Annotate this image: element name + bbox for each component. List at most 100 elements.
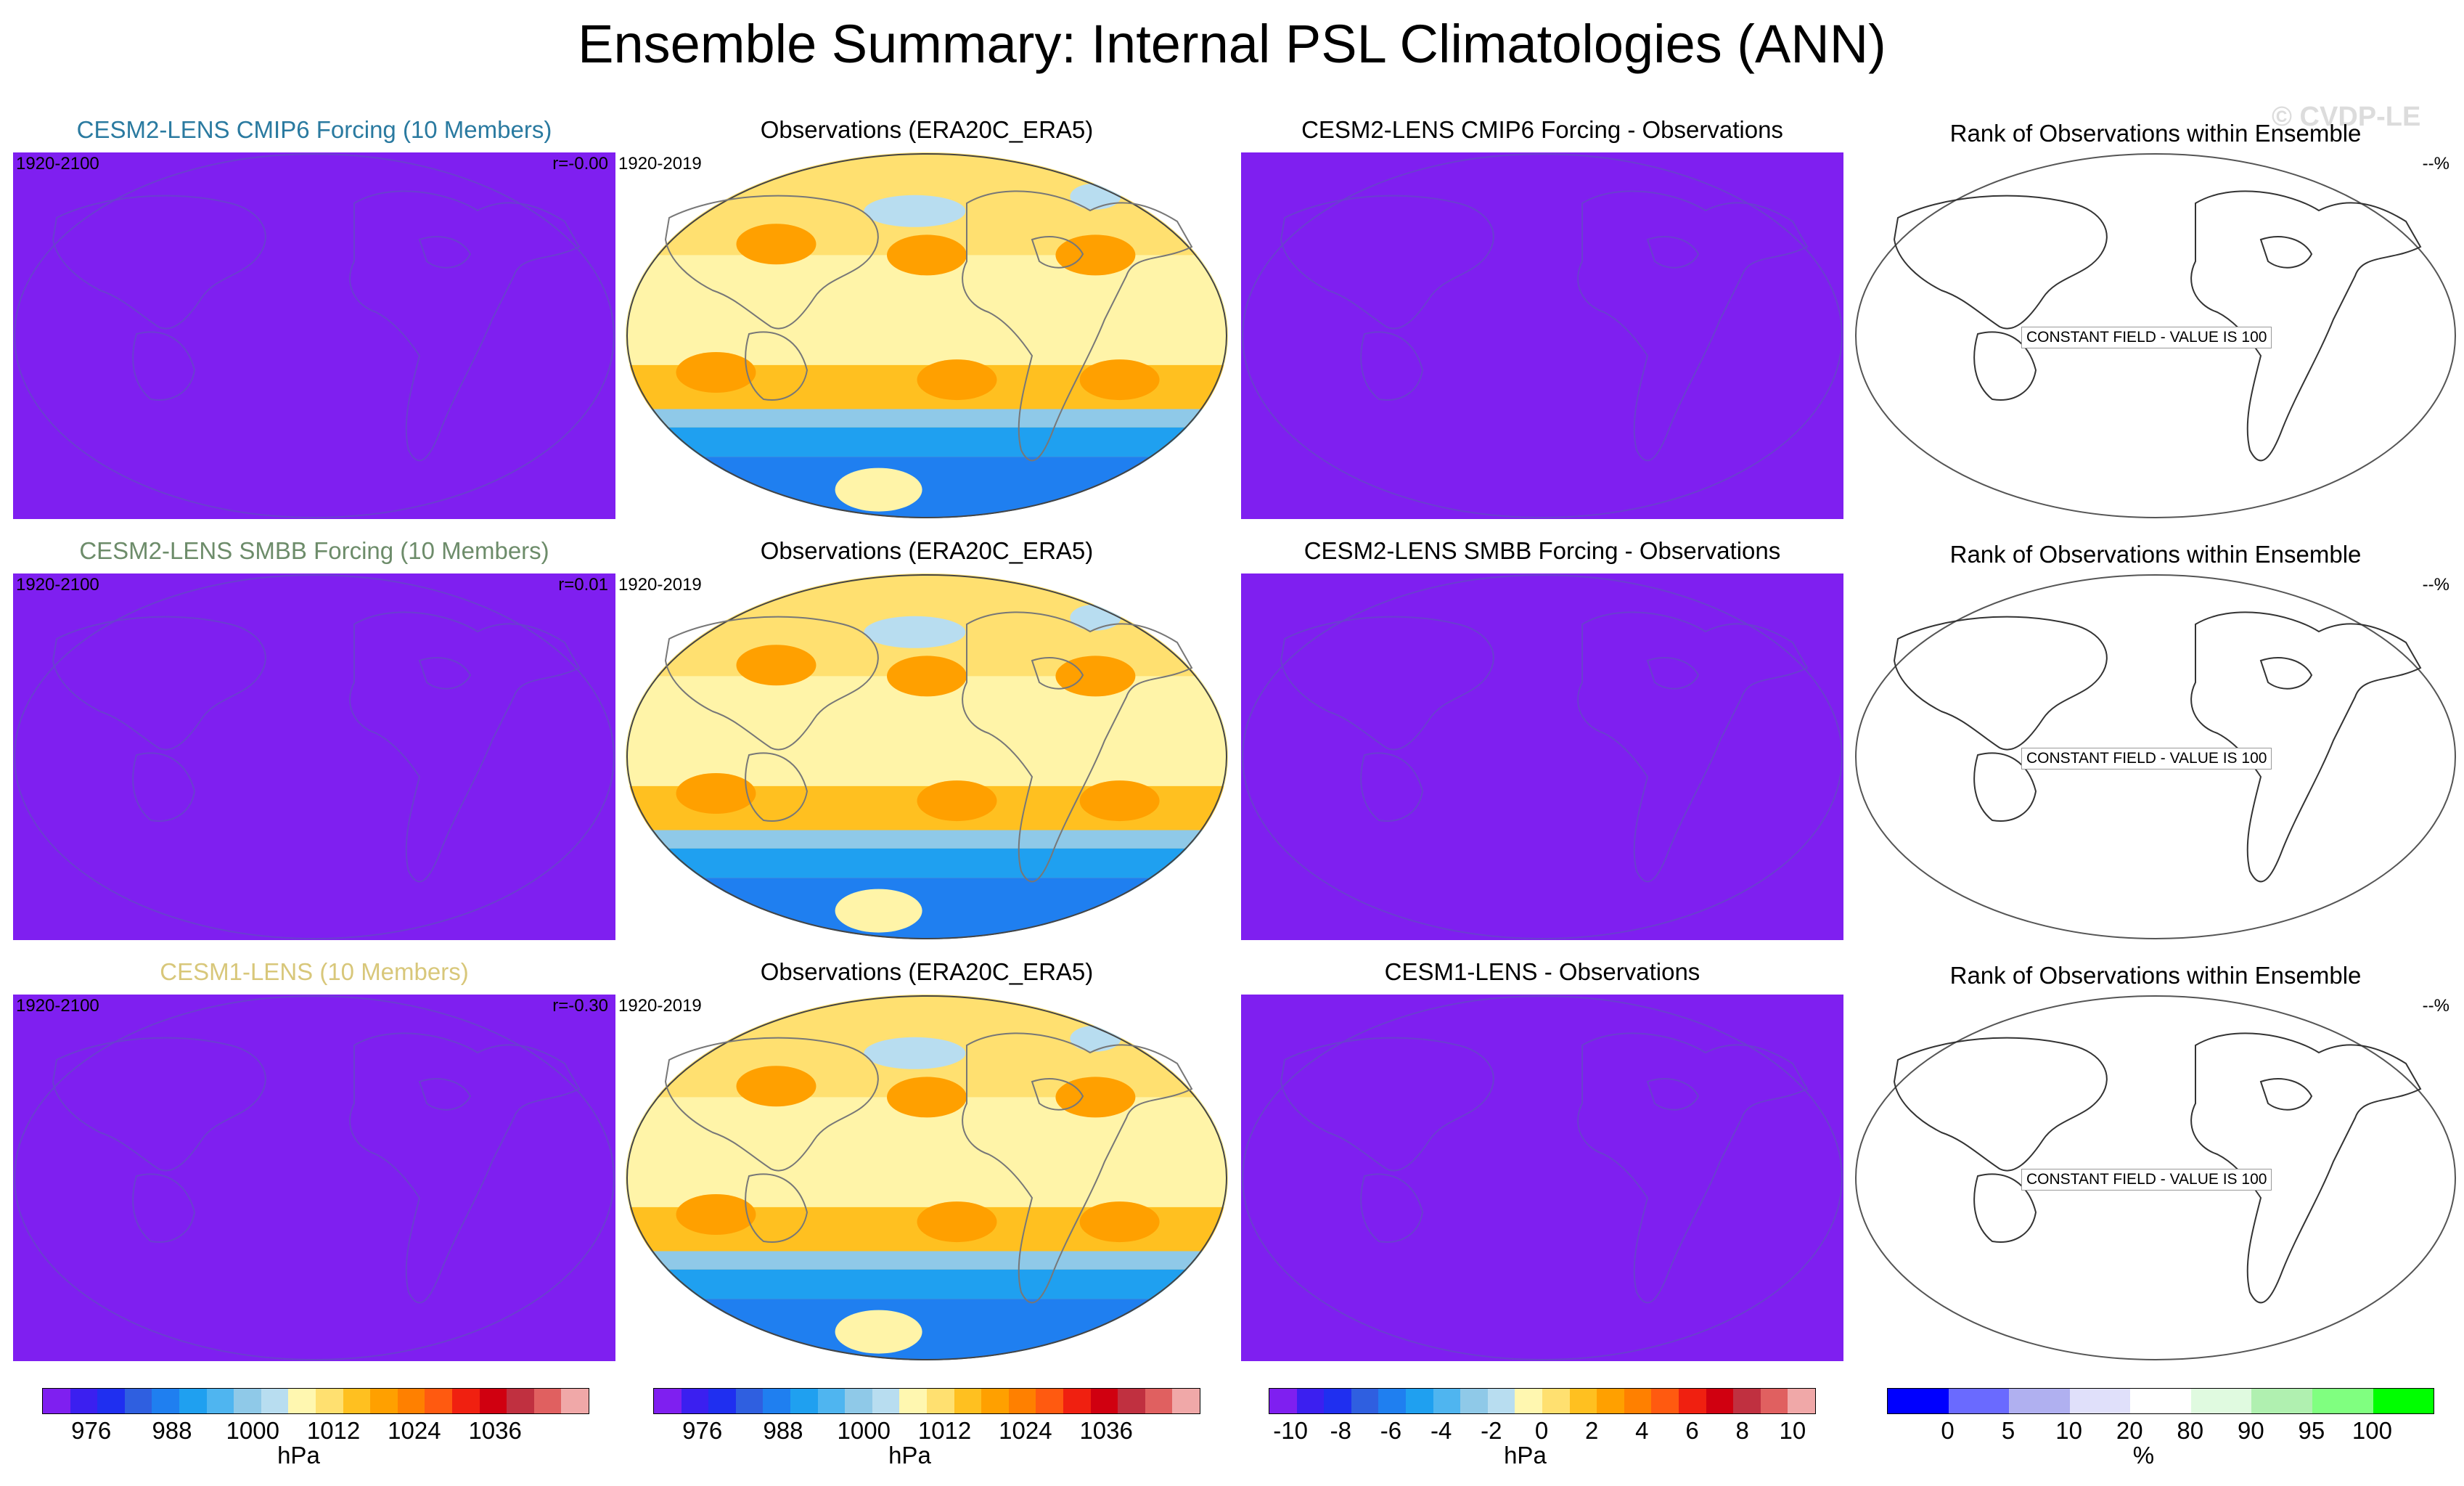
- colorbar-swatch: [507, 1389, 534, 1413]
- constant-field-note: CONSTANT FIELD - VALUE IS 100: [2021, 748, 2272, 769]
- colorbar-swatch: [1678, 1389, 1706, 1413]
- difference-map: [1241, 573, 1843, 940]
- colorbar-swatch: [343, 1389, 371, 1413]
- pattern-correlation-label: r=-0.00: [552, 154, 608, 173]
- colorbar-swatch: [261, 1389, 289, 1413]
- colorbar-swatch: [845, 1389, 872, 1413]
- colorbar-swatch: [425, 1389, 452, 1413]
- coastline: [664, 616, 879, 751]
- coastline: [132, 331, 196, 401]
- obs-panel-title: Observations (ERA20C_ERA5): [760, 958, 1094, 985]
- colorbar-swatch: [1487, 1389, 1515, 1413]
- colorbar-tick-label: 5: [2001, 1417, 2015, 1444]
- colorbar-tick-label: 1024: [388, 1417, 441, 1444]
- coastline: [2259, 657, 2313, 690]
- colorbar-swatch: [288, 1389, 316, 1413]
- ensemble-years-label: 1920-2100: [16, 996, 99, 1016]
- ensemble-map: [13, 152, 615, 519]
- colorbar-swatch: [206, 1389, 234, 1413]
- colorbar-swatch: [179, 1389, 207, 1413]
- colorbar-swatch: [1460, 1389, 1488, 1413]
- colorbar-unit-label: hPa: [888, 1442, 931, 1469]
- colorbar-tick-label: 1036: [1079, 1417, 1133, 1444]
- coastline: [132, 752, 196, 822]
- colorbar-tick-label: 0: [1941, 1417, 1955, 1444]
- colorbar-tick-label: 10: [2055, 1417, 2083, 1444]
- colorbar-tick-label: 1012: [306, 1417, 361, 1444]
- colorbar-swatch: [954, 1389, 982, 1413]
- coastline: [1280, 616, 1494, 751]
- difference-map: [1241, 152, 1843, 519]
- coastline: [962, 1032, 1193, 1304]
- coastline: [1360, 1173, 1424, 1243]
- colorbar-swatch: [1597, 1389, 1624, 1413]
- coastline: [349, 611, 581, 883]
- colorbar-swatch: [1351, 1389, 1379, 1413]
- colorbar-swatch: [315, 1389, 343, 1413]
- colorbar-swatch: [735, 1389, 764, 1413]
- colorbar-swatch: [1706, 1389, 1734, 1413]
- colorbar-swatch: [1515, 1389, 1542, 1413]
- coastline: [349, 1032, 581, 1304]
- colorbar-tick-label: -10: [1273, 1417, 1308, 1444]
- colorbar-swatch: [234, 1389, 261, 1413]
- colorbar-tick-label: 80: [2177, 1417, 2204, 1444]
- coastline: [1280, 195, 1494, 330]
- colorbar-tick-label: -2: [1481, 1417, 1502, 1444]
- coastline: [1031, 236, 1084, 269]
- colorbar-swatch: [790, 1389, 818, 1413]
- coastline: [52, 1037, 266, 1172]
- colorbar-swatch: [1651, 1389, 1679, 1413]
- obs-map: [626, 995, 1228, 1361]
- colorbar-tick-label: 20: [2116, 1417, 2143, 1444]
- colorbar: [1887, 1388, 2434, 1414]
- constant-field-note: CONSTANT FIELD - VALUE IS 100: [2021, 1169, 2272, 1191]
- obs-years-label: 1920-2019: [618, 154, 702, 173]
- colorbar-tick-label: 988: [763, 1417, 803, 1444]
- coastline: [418, 657, 472, 690]
- colorbar-unit-label: hPa: [277, 1442, 320, 1469]
- obs-panel-title: Observations (ERA20C_ERA5): [760, 537, 1094, 564]
- colorbar-swatch: [926, 1389, 954, 1413]
- coastline: [418, 236, 472, 269]
- colorbar-swatch: [1063, 1389, 1091, 1413]
- colorbar-tick-label: 1000: [226, 1417, 279, 1444]
- colorbar-swatch: [817, 1389, 846, 1413]
- colorbar-swatch: [1090, 1389, 1118, 1413]
- difference-panel-title: CESM2-LENS CMIP6 Forcing - Observations: [1301, 116, 1783, 143]
- difference-map: [1241, 995, 1843, 1361]
- coastline: [2259, 1078, 2313, 1111]
- colorbar-tick-label: 1000: [837, 1417, 891, 1444]
- coastline: [1577, 1032, 1809, 1304]
- coastline: [962, 190, 1193, 462]
- colorbar-swatch: [763, 1389, 790, 1413]
- colorbar-tick-label: 90: [2237, 1417, 2264, 1444]
- colorbar: [1269, 1388, 1816, 1414]
- coastline: [1973, 752, 2037, 822]
- colorbar-swatch: [1145, 1389, 1173, 1413]
- colorbar-swatch: [533, 1389, 562, 1413]
- coastline: [664, 195, 879, 330]
- coastline: [1893, 1037, 2108, 1172]
- coastline: [2259, 236, 2313, 269]
- difference-panel-title: CESM2-LENS SMBB Forcing - Observations: [1303, 537, 1781, 564]
- colorbar-tick-label: 1036: [468, 1417, 522, 1444]
- colorbar-swatch: [2190, 1389, 2252, 1413]
- rank-percent-label: --%: [2422, 154, 2449, 173]
- colorbar-swatch: [97, 1389, 125, 1413]
- colorbar-swatch: [1760, 1389, 1788, 1413]
- colorbar-swatch: [124, 1389, 152, 1413]
- colorbar-swatch: [2312, 1389, 2373, 1413]
- colorbar-tick-label: 1024: [999, 1417, 1052, 1444]
- colorbar-swatch: [1433, 1389, 1461, 1413]
- constant-field-note: CONSTANT FIELD - VALUE IS 100: [2021, 327, 2272, 348]
- colorbar-tick-label: -4: [1430, 1417, 1452, 1444]
- colorbar-swatch: [2251, 1389, 2312, 1413]
- ensemble-years-label: 1920-2100: [16, 575, 99, 595]
- colorbar-tick-label: 988: [152, 1417, 192, 1444]
- coastline: [745, 331, 809, 401]
- coastline: [1893, 616, 2108, 751]
- colorbar-swatch: [1733, 1389, 1761, 1413]
- obs-panel-title: Observations (ERA20C_ERA5): [760, 116, 1094, 143]
- difference-panel-title: CESM1-LENS - Observations: [1384, 958, 1700, 985]
